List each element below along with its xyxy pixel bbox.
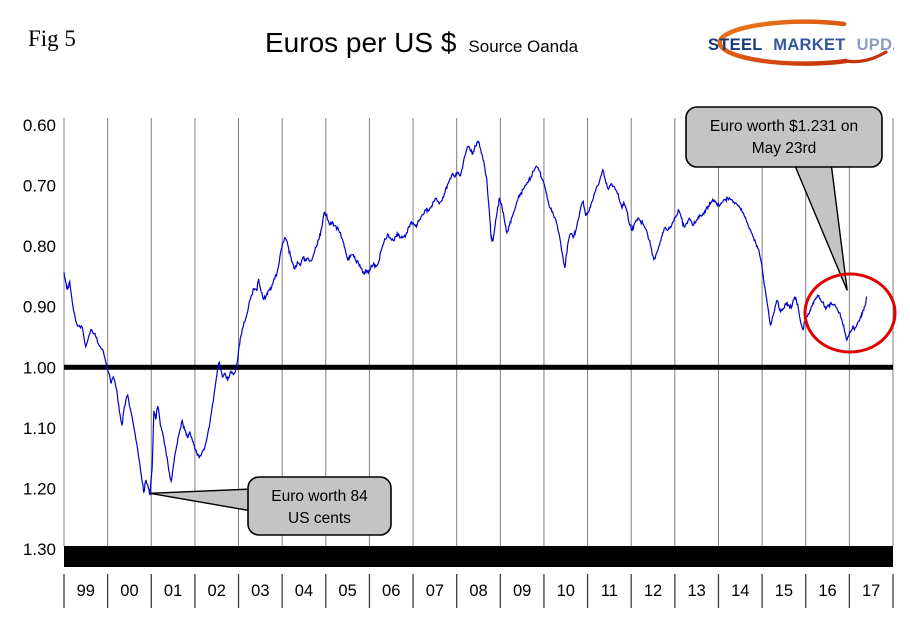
x-year-label: 99 — [77, 582, 95, 600]
logo-swoosh-tail-icon — [844, 50, 888, 64]
x-year-label: 06 — [382, 582, 400, 600]
x-year-label: 17 — [862, 582, 880, 600]
x-year-label: 11 — [601, 582, 618, 600]
chart-header: Euros per US $ Source Oanda — [265, 27, 578, 59]
y-tick-label: 0.70 — [23, 177, 56, 196]
callout-text: May 23rd — [752, 140, 817, 157]
x-year-label: 00 — [120, 582, 138, 600]
x-year-label: 10 — [557, 582, 575, 600]
x-year-label: 15 — [775, 582, 793, 600]
y-tick-label: 0.90 — [23, 298, 56, 317]
x-year-label: 02 — [208, 582, 226, 600]
y-tick-label: 1.10 — [23, 419, 56, 438]
y-tick-label: 0.60 — [23, 116, 56, 135]
x-year-label: 08 — [469, 582, 487, 600]
figure-number: Fig 5 — [28, 26, 76, 51]
logo-word-market: MARKET — [773, 36, 845, 54]
y-tick-label: 1.30 — [23, 540, 56, 559]
logo-word-steel: STEEL — [708, 36, 762, 54]
callout-text: US cents — [288, 510, 351, 527]
callout-box — [247, 476, 392, 536]
source-label: Source Oanda — [468, 37, 579, 56]
x-year-label: 16 — [818, 582, 836, 600]
callout-box — [685, 106, 883, 168]
callout-pointer — [149, 488, 253, 512]
bottom-axis-bar — [64, 546, 893, 567]
callout-text: Euro worth $1.231 on — [710, 118, 858, 135]
y-tick-label: 1.20 — [23, 479, 56, 498]
x-year-label: 03 — [251, 582, 269, 600]
x-year-label: 13 — [687, 582, 705, 600]
x-year-label: 01 — [164, 582, 182, 600]
callout-text: Euro worth 84 — [271, 488, 368, 505]
x-year-label: 04 — [295, 582, 313, 600]
x-year-label: 05 — [338, 582, 356, 600]
x-year-label: 09 — [513, 582, 531, 600]
x-year-label: 14 — [731, 582, 749, 600]
exchange-rate-line — [63, 140, 868, 496]
page-title: Euros per US $ — [265, 27, 457, 58]
y-tick-label: 1.00 — [23, 358, 56, 377]
x-year-label: 07 — [426, 582, 444, 600]
highlight-ellipse — [803, 272, 897, 354]
callout-pointer — [792, 162, 848, 291]
y-tick-label: 0.80 — [23, 237, 56, 256]
parity-reference-line — [64, 364, 893, 370]
x-year-label: 12 — [644, 582, 662, 600]
logo-swoosh-icon — [717, 19, 849, 66]
